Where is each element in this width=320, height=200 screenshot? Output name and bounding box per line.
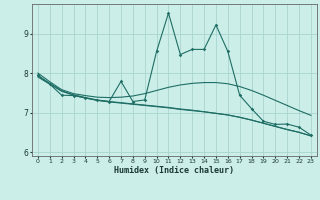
X-axis label: Humidex (Indice chaleur): Humidex (Indice chaleur): [115, 166, 234, 175]
